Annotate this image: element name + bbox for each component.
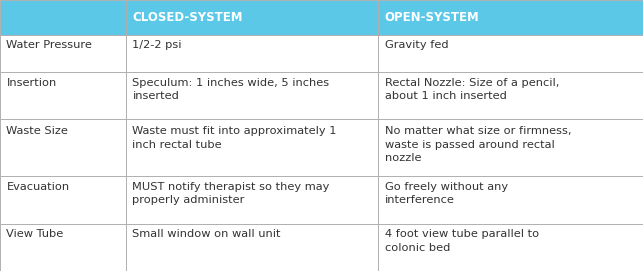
Text: Insertion: Insertion [6,78,57,88]
Text: No matter what size or firmness,
waste is passed around rectal
nozzle: No matter what size or firmness, waste i… [385,126,571,163]
Bar [378,176,643,224]
Text: OPEN-SYSTEM: OPEN-SYSTEM [385,11,479,24]
Bar [126,72,378,119]
Text: Gravity fed: Gravity fed [385,40,448,50]
Bar [0,176,126,224]
Text: Waste must fit into approximately 1
inch rectal tube: Waste must fit into approximately 1 inch… [132,126,337,150]
Bar [0,119,126,176]
Bar [0,224,126,271]
Text: Rectal Nozzle: Size of a pencil,
about 1 inch inserted: Rectal Nozzle: Size of a pencil, about 1… [385,78,559,101]
Text: Water Pressure: Water Pressure [6,40,93,50]
Text: Speculum: 1 inches wide, 5 inches
inserted: Speculum: 1 inches wide, 5 inches insert… [132,78,330,101]
Bar [378,0,643,35]
Text: 4 foot view tube parallel to
colonic bed: 4 foot view tube parallel to colonic bed [385,229,539,253]
Bar [378,35,643,72]
Bar [378,224,643,271]
Bar [126,176,378,224]
Text: Go freely without any
interference: Go freely without any interference [385,182,507,205]
Text: View Tube: View Tube [6,229,64,239]
Text: Waste Size: Waste Size [6,126,68,136]
Bar [126,35,378,72]
Text: 1/2-2 psi: 1/2-2 psi [132,40,182,50]
Text: MUST notify therapist so they may
properly administer: MUST notify therapist so they may proper… [132,182,330,205]
Bar [126,0,378,35]
Bar [126,224,378,271]
Bar [0,72,126,119]
Bar [0,35,126,72]
Bar [378,72,643,119]
Bar [126,119,378,176]
Text: Small window on wall unit: Small window on wall unit [132,229,281,239]
Bar [0,0,126,35]
Bar [378,119,643,176]
Text: CLOSED-SYSTEM: CLOSED-SYSTEM [132,11,243,24]
Text: Evacuation: Evacuation [6,182,69,192]
